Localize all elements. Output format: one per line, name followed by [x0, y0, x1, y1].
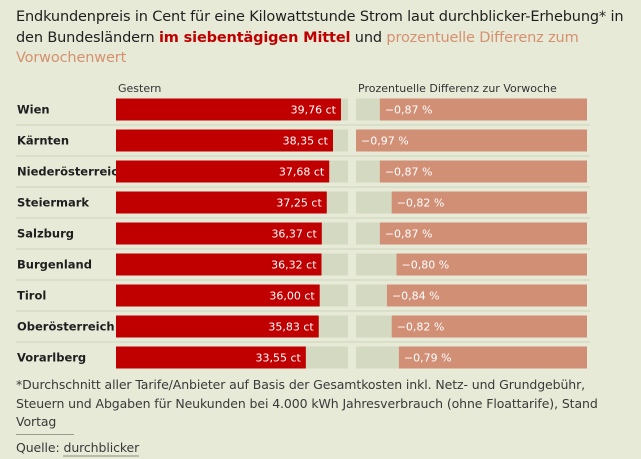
diff-value-label: −0,84 %: [392, 290, 440, 303]
price-value-label: 37,25 ct: [276, 197, 322, 210]
price-bar: [116, 191, 327, 214]
footnote: *Durchschnitt aller Tarife/Anbieter auf …: [16, 376, 628, 457]
price-value-label: 37,68 ct: [279, 166, 325, 179]
diff-value-label: −0,87 %: [385, 104, 433, 117]
category-label: Steiermark: [17, 196, 89, 210]
bar-chart: Gestern Prozentuelle Differenz zur Vorwoc…: [16, 82, 590, 369]
source: Quelle: durchblicker: [16, 439, 628, 458]
price-bar: [116, 315, 319, 338]
price-bar: [116, 129, 334, 152]
category-label: Kärnten: [17, 134, 69, 148]
diff-series-header: Prozentuelle Differenz zur Vorwoche: [358, 82, 557, 95]
category-label: Wien: [17, 103, 50, 117]
diff-value-label: −0,87 %: [385, 228, 433, 241]
diff-value-label: −0,80 %: [401, 259, 449, 272]
diff-bar: [379, 222, 587, 245]
price-bar: [116, 160, 330, 183]
footnote-text: *Durchschnitt aller Tarife/Anbieter auf …: [16, 377, 598, 429]
category-label: Salzburg: [17, 227, 74, 241]
title-text-2: und: [350, 29, 387, 46]
chart-title: Endkundenpreis in Cent für eine Kilowatt…: [16, 7, 631, 69]
source-link[interactable]: durchblicker: [63, 439, 140, 457]
diff-value-label: −0,82 %: [397, 321, 445, 334]
price-value-label: 39,76 ct: [291, 104, 337, 117]
category-label: Niederösterreich: [17, 165, 126, 179]
source-label: Quelle:: [16, 439, 64, 455]
diff-bar: [391, 315, 587, 338]
diff-value-label: −0,97 %: [361, 135, 409, 148]
diff-bar: [379, 98, 587, 121]
category-label: Vorarlberg: [17, 351, 86, 365]
diff-bar: [391, 191, 587, 214]
title-highlight-mean: im siebentägigen Mittel: [158, 29, 351, 46]
category-label: Oberösterreich: [17, 320, 115, 334]
title-text-1: Endkundenpreis in Cent für eine Kilowatt…: [16, 9, 624, 46]
diff-bar: [386, 284, 587, 307]
price-bar: [116, 346, 306, 369]
price-value-label: 35,83 ct: [268, 321, 314, 334]
diff-value-label: −0,87 %: [385, 166, 433, 179]
price-bar: [116, 284, 320, 307]
diff-value-label: −0,82 %: [397, 197, 445, 210]
footnote-divider: [16, 433, 74, 435]
diff-value-label: −0,79 %: [404, 352, 452, 365]
price-value-label: 36,00 ct: [269, 290, 315, 303]
title-highlight-diff: prozentuelle Differenz zum Vorwochenwert: [16, 29, 579, 67]
price-bar: [116, 253, 322, 276]
price-value-label: 38,35 ct: [283, 135, 329, 148]
diff-bar: [396, 253, 587, 276]
diff-bar: [379, 160, 587, 183]
price-bar: [116, 222, 322, 245]
category-label: Burgenland: [17, 258, 92, 272]
price-value-label: 36,37 ct: [271, 228, 317, 241]
price-value-label: 36,32 ct: [271, 259, 317, 272]
diff-bar: [398, 346, 587, 369]
diff-bar: [356, 129, 587, 152]
price-bar: [116, 98, 341, 121]
price-series-header: Gestern: [118, 82, 161, 95]
price-value-label: 33,55 ct: [255, 352, 301, 365]
category-label: Tirol: [17, 289, 46, 303]
